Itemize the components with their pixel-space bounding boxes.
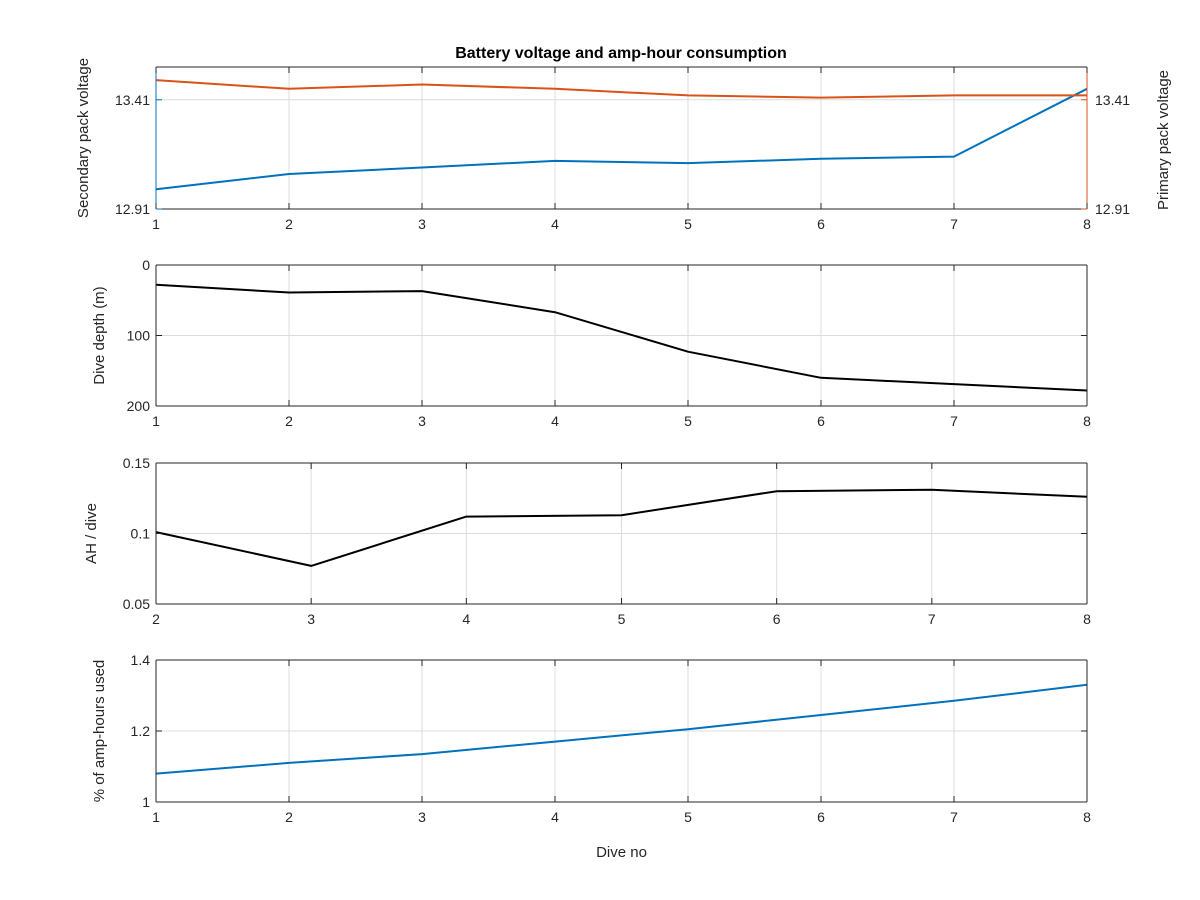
x-tick-label: 4	[551, 809, 559, 825]
y-tick-label: 1	[142, 794, 150, 810]
panel-2	[155, 264, 1088, 407]
y-tick-label-right: 12.91	[1095, 201, 1130, 217]
y-axis-label: Secondary pack voltage	[75, 58, 92, 218]
x-tick-label: 8	[1083, 809, 1091, 825]
series-line-primary-pack-voltage	[155, 79, 1087, 99]
y-tick-label: 12.91	[115, 201, 150, 217]
x-tick-label: 2	[285, 809, 293, 825]
x-tick-label: 7	[950, 216, 958, 232]
x-tick-label: 7	[928, 611, 936, 627]
x-tick-label: 2	[285, 216, 293, 232]
x-tick-label: 3	[307, 611, 315, 627]
y-tick-label: 0.05	[123, 596, 150, 612]
figure-title: Battery voltage and amp-hour consumption	[455, 45, 787, 62]
x-tick-label: 8	[1083, 216, 1091, 232]
x-tick-label: 5	[684, 413, 692, 429]
x-tick-label: 1	[152, 413, 160, 429]
y-tick-label: 0.15	[123, 455, 150, 471]
x-tick-label: 4	[551, 413, 559, 429]
x-tick-label: 2	[152, 611, 160, 627]
y-tick-label-right: 13.41	[1095, 92, 1130, 108]
series-line-1	[155, 488, 1088, 567]
y-axis-label: Dive depth (m)	[91, 286, 108, 384]
x-tick-label: 6	[817, 216, 825, 232]
x-tick-label: 4	[462, 611, 470, 627]
series-line-1	[155, 683, 1088, 775]
x-tick-label: 2	[285, 413, 293, 429]
x-tick-label: 6	[773, 611, 781, 627]
x-tick-label: 4	[551, 216, 559, 232]
x-tick-label: 5	[684, 809, 692, 825]
y-axis-label: % of amp-hours used	[91, 660, 108, 803]
x-tick-label: 8	[1083, 611, 1091, 627]
y-axis-label-right: Primary pack voltage	[1155, 70, 1172, 210]
y-tick-label: 0	[142, 257, 150, 273]
x-tick-label: 6	[817, 809, 825, 825]
series-line-secondary-pack-voltage	[155, 87, 1088, 191]
series-line-1	[155, 283, 1088, 392]
x-tick-label: 3	[418, 413, 426, 429]
x-tick-label: 7	[950, 413, 958, 429]
x-tick-label: 5	[618, 611, 626, 627]
y-tick-label: 0.1	[131, 526, 151, 542]
panel-3	[155, 462, 1088, 605]
x-axis-label: Dive no	[596, 844, 647, 861]
y-tick-label: 200	[127, 398, 151, 414]
x-tick-label: 6	[817, 413, 825, 429]
x-tick-label: 3	[418, 216, 426, 232]
x-tick-label: 1	[152, 809, 160, 825]
y-tick-label: 1.2	[131, 723, 151, 739]
y-tick-label: 1.4	[131, 652, 151, 668]
x-tick-label: 5	[684, 216, 692, 232]
x-tick-label: 1	[152, 216, 160, 232]
panel-4	[155, 659, 1088, 803]
x-tick-label: 7	[950, 809, 958, 825]
panel-1	[155, 66, 1088, 210]
y-tick-label: 100	[127, 328, 151, 344]
y-axis-label: AH / dive	[83, 503, 100, 564]
x-tick-label: 3	[418, 809, 426, 825]
y-tick-label: 13.41	[115, 92, 150, 108]
x-tick-label: 8	[1083, 413, 1091, 429]
